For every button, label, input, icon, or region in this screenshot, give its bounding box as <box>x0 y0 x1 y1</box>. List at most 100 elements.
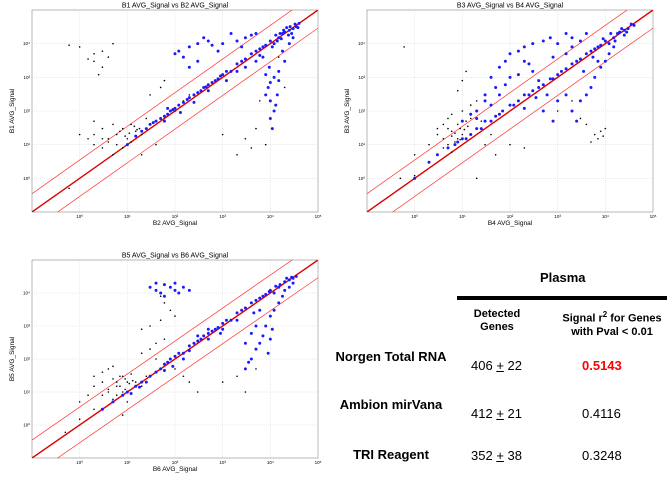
data-point-black <box>163 338 166 340</box>
data-point-blue <box>622 28 626 32</box>
data-point-blue <box>489 103 493 107</box>
data-point-black <box>255 127 257 130</box>
data-point-blue <box>612 45 616 49</box>
data-point-blue <box>261 55 265 59</box>
data-point-blue <box>274 103 278 107</box>
data-point-blue <box>243 367 247 371</box>
data-point-blue <box>206 39 210 43</box>
scatter-plot-b1-b2: 10⁰ 10¹ 10² 10³ 10⁴ 10⁵ 10⁰ 10¹ 10² 10³ 10⁴ B1 AVG_… <box>0 0 330 235</box>
data-point-black <box>93 408 95 411</box>
data-point-black <box>169 309 172 312</box>
data-point-black <box>121 391 124 393</box>
data-point-blue <box>286 33 290 37</box>
data-point-blue <box>187 344 191 348</box>
x-tick-label: 10⁴ <box>602 214 609 219</box>
data-point-black <box>454 132 456 134</box>
data-point-black <box>442 147 445 149</box>
data-point-blue <box>603 39 607 43</box>
data-point-blue <box>460 119 464 123</box>
data-point-blue <box>140 380 144 384</box>
data-point-black <box>78 133 81 136</box>
data-point-black <box>87 58 89 60</box>
table-header-rule <box>457 296 667 300</box>
data-point-blue <box>548 36 552 40</box>
data-point-blue <box>275 39 279 43</box>
data-point-blue <box>618 30 622 34</box>
data-point-blue <box>537 79 541 83</box>
data-point-black <box>490 133 492 136</box>
data-point-black <box>469 104 472 106</box>
data-point-blue <box>575 119 579 123</box>
data-point-blue <box>247 360 251 364</box>
data-point-blue <box>294 274 298 278</box>
data-point-blue <box>564 67 568 71</box>
data-point-blue <box>249 33 253 37</box>
data-point-blue <box>177 49 181 53</box>
x-tick-label: 10⁵ <box>315 460 322 465</box>
data-point-black <box>463 128 466 131</box>
cell-ambion-r2: 0.4116 <box>582 406 621 421</box>
data-point-black <box>556 110 559 112</box>
data-point-blue <box>297 21 301 25</box>
data-point-black <box>447 143 449 146</box>
x-tick-label: 10³ <box>219 214 226 219</box>
y-tick-label: 10³ <box>23 75 30 80</box>
data-point-blue <box>501 109 505 113</box>
data-point-blue <box>427 160 431 164</box>
y-tick-label: 10³ <box>358 75 365 80</box>
data-point-black <box>465 120 467 122</box>
data-point-blue <box>258 53 262 57</box>
data-point-blue <box>178 111 182 115</box>
data-point-blue <box>516 49 520 53</box>
data-point-black <box>602 135 604 137</box>
data-point-blue <box>229 318 233 322</box>
data-point-blue <box>570 109 574 113</box>
data-point-blue <box>235 318 239 322</box>
data-point-black <box>131 379 134 382</box>
data-point-blue <box>216 326 220 330</box>
data-point-blue <box>556 99 560 103</box>
data-point-blue <box>497 93 501 97</box>
data-point-blue <box>609 32 613 36</box>
data-point-blue <box>202 334 206 338</box>
data-point-blue <box>534 96 538 100</box>
data-point-black <box>188 94 191 96</box>
y-axis-label: B3 AVG_Signal <box>344 88 351 133</box>
data-point-blue <box>287 285 291 289</box>
data-point-blue <box>187 349 191 353</box>
scatter-plot-svg: 10⁰ 10¹ 10² 10³ 10⁴ 10⁵ 10⁰ 10¹ 10² 10³ 10⁴ B5 AVG_… <box>9 253 322 474</box>
plus-minus-sign: + <box>496 406 504 421</box>
data-point-blue <box>210 329 214 333</box>
data-point-blue <box>168 109 172 113</box>
col-header-signal-r2: Signal r2 for Genes with Pval < 0.01 <box>537 308 667 339</box>
row-label-norgen: Norgen Total RNA <box>335 349 447 364</box>
data-point-blue <box>196 91 200 95</box>
data-point-blue <box>243 57 247 61</box>
col-header-detected-genes: Detected Genes <box>459 308 535 334</box>
plot-title: B5 AVG_Signal vs B6 AVG_Signal <box>122 253 229 260</box>
x-tick-label: 10⁵ <box>315 214 322 219</box>
data-point-blue <box>460 137 464 141</box>
data-point-blue <box>575 59 579 63</box>
x-tick-label: 10¹ <box>124 214 131 219</box>
data-point-blue <box>243 65 247 69</box>
data-point-blue <box>622 33 626 37</box>
y-tick-label: 10⁰ <box>23 423 30 428</box>
row-label-tri-reagent: TRI Reagent <box>353 447 429 462</box>
data-point-black <box>255 368 257 370</box>
col-header-superscript: 2 <box>602 310 608 319</box>
data-point-black <box>101 147 104 149</box>
data-point-blue <box>541 109 545 113</box>
data-point-blue <box>522 106 526 110</box>
data-point-blue <box>508 52 512 56</box>
data-point-blue <box>187 65 191 69</box>
data-point-blue <box>264 43 268 47</box>
x-tick-label: 10⁴ <box>267 214 274 219</box>
data-point-blue <box>252 311 256 315</box>
data-point-blue <box>551 55 555 59</box>
data-point-black <box>494 154 497 156</box>
data-point-blue <box>213 327 217 331</box>
data-point-blue <box>285 276 289 280</box>
data-point-blue <box>483 93 487 97</box>
data-point-blue <box>249 301 253 305</box>
